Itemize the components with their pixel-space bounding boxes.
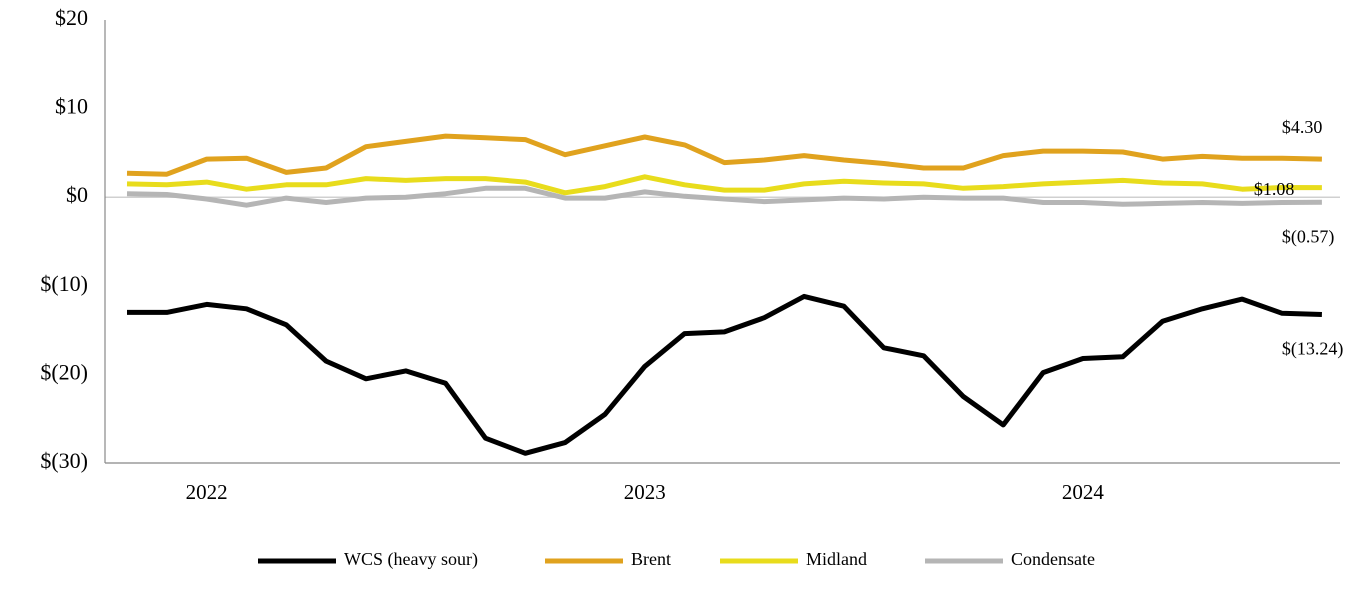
legend-label: Midland xyxy=(806,549,867,569)
y-tick-label: $(20) xyxy=(40,359,88,384)
y-tick-label: $(30) xyxy=(40,448,88,473)
value-label: $(0.57) xyxy=(1282,226,1335,247)
legend-label: WCS (heavy sour) xyxy=(344,549,478,570)
x-tick-label: 2023 xyxy=(624,480,666,504)
x-tick-label: 2022 xyxy=(186,480,228,504)
y-tick-label: $0 xyxy=(66,182,88,207)
value-label: $1.08 xyxy=(1254,179,1295,199)
series-line xyxy=(126,174,1322,196)
series-line xyxy=(126,185,1322,208)
series-line xyxy=(126,133,1322,177)
y-tick-label: $10 xyxy=(55,94,88,119)
series-line xyxy=(127,293,1322,456)
legend-label: Brent xyxy=(631,549,671,569)
value-label: $4.30 xyxy=(1282,117,1323,137)
y-tick-label: $20 xyxy=(55,5,88,30)
x-tick-label: 2024 xyxy=(1062,480,1105,504)
y-tick-label: $(10) xyxy=(40,271,88,296)
legend-label: Condensate xyxy=(1011,549,1095,569)
value-label: $(13.24) xyxy=(1282,339,1344,360)
